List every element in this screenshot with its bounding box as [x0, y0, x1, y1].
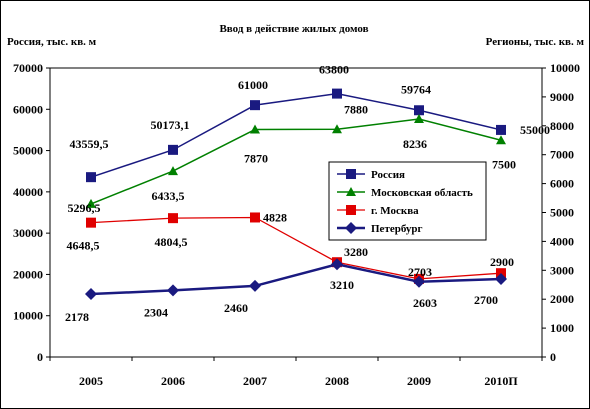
left-axis-tick-label: 70000	[13, 61, 43, 75]
legend-entry-label: г. Москва	[371, 205, 419, 217]
data-label: 4648,5	[67, 239, 100, 253]
data-point-marker	[168, 213, 178, 224]
x-axis-category-label: 2007	[243, 374, 267, 388]
data-point-marker	[168, 166, 178, 176]
data-label: 4828	[263, 210, 287, 224]
data-label: 6433,5	[152, 189, 185, 203]
data-point-marker	[496, 135, 506, 145]
x-axis-category-label: 2008	[325, 374, 349, 388]
data-point-marker	[414, 105, 424, 116]
data-label: 5296,5	[68, 201, 101, 215]
data-point-marker	[85, 288, 97, 301]
data-label: 59764	[401, 82, 431, 96]
left-axis-tick-label: 50000	[13, 144, 43, 158]
x-axis-category-label: 2009	[407, 374, 431, 388]
data-point-marker	[250, 100, 260, 111]
data-point-marker	[495, 272, 507, 285]
data-point-marker	[414, 113, 424, 123]
data-label: 2703	[408, 265, 432, 279]
data-label: 43559,5	[70, 137, 109, 151]
data-label: 2178	[65, 310, 89, 324]
right-axis-title: Регионы, тыс. кв. м	[486, 36, 585, 48]
data-label: 4804,5	[155, 235, 188, 249]
left-axis-tick-label: 30000	[13, 226, 43, 240]
data-point-marker	[167, 284, 179, 297]
data-label: 2603	[413, 296, 437, 310]
right-axis-tick-label: 8000	[550, 119, 574, 133]
data-label: 3210	[330, 278, 354, 292]
data-point-marker	[86, 172, 96, 183]
x-axis-category-label: 2010П	[484, 374, 518, 388]
series-line	[90, 118, 502, 205]
data-point-marker	[86, 198, 96, 208]
data-point-marker	[249, 279, 261, 292]
data-label: 7500	[492, 157, 516, 171]
legend-entry-label: Московская область	[371, 187, 473, 199]
data-label: 7880	[344, 102, 368, 116]
left-axis-title: Россия, тыс. кв. м	[7, 36, 97, 48]
data-point-marker	[332, 124, 342, 134]
right-axis-tick-label: 1000	[550, 321, 574, 335]
right-axis-tick-label: 0	[550, 350, 556, 364]
data-point-marker	[168, 144, 178, 155]
data-point-marker	[250, 124, 260, 134]
right-axis-tick-label: 9000	[550, 90, 574, 104]
data-point-marker	[496, 124, 506, 135]
data-label: 2460	[224, 301, 248, 315]
left-axis-tick-label: 10000	[13, 309, 43, 323]
data-label: 61000	[238, 78, 268, 92]
right-axis-tick-label: 2000	[550, 292, 574, 306]
series-line	[90, 216, 502, 280]
series-line	[90, 92, 502, 178]
data-point-marker	[250, 212, 260, 223]
data-label: 2304	[144, 305, 168, 319]
data-point-marker	[331, 258, 343, 271]
data-point-marker	[332, 88, 342, 99]
legend-swatch-marker	[346, 205, 356, 215]
data-label: 50173,1	[151, 118, 190, 132]
data-point-marker	[413, 275, 425, 288]
right-axis-tick-label: 6000	[550, 177, 574, 191]
axes: 0 10000 20000 30000 40000 50000 60000 70000 0 100…	[13, 61, 580, 388]
right-axis-tick-label: 4000	[550, 234, 574, 248]
chart-title: Ввод в действие жилых домов	[219, 23, 368, 35]
x-axis-category-label: 2006	[161, 374, 185, 388]
data-label: 2700	[474, 293, 498, 307]
series-line	[90, 262, 502, 296]
data-label: 8236	[403, 137, 427, 151]
data-label: 7870	[244, 152, 268, 166]
legend-entry-label: Россия	[371, 169, 405, 181]
left-axis-tick-label: 60000	[13, 102, 43, 116]
legend-swatch-marker	[346, 169, 356, 179]
data-labels: 43559,5 50173,1 61000 63800 59764 55000 5296,5…	[65, 63, 550, 324]
legend-swatch-marker	[345, 222, 357, 234]
legend: Россия Московская область г. Москва Петербу…	[328, 161, 487, 241]
legend-entry-label: Петербург	[371, 223, 423, 235]
right-axis-tick-label: 5000	[550, 206, 574, 220]
data-label: 2900	[490, 255, 514, 269]
right-axis-tick-label: 3000	[550, 263, 574, 277]
data-label: 3280	[344, 245, 368, 259]
data-label: 55000	[520, 123, 550, 137]
x-axis-category-label: 2005	[79, 374, 103, 388]
series-group	[85, 88, 507, 301]
data-point-marker	[86, 217, 96, 228]
right-axis-tick-label: 7000	[550, 148, 574, 162]
right-axis-tick-label: 10000	[550, 61, 580, 75]
left-axis-tick-label: 20000	[13, 267, 43, 281]
legend-swatch-marker	[346, 187, 356, 196]
data-label: 63800	[319, 63, 349, 77]
left-axis-tick-label: 0	[37, 350, 43, 364]
left-axis-tick-label: 40000	[13, 185, 43, 199]
